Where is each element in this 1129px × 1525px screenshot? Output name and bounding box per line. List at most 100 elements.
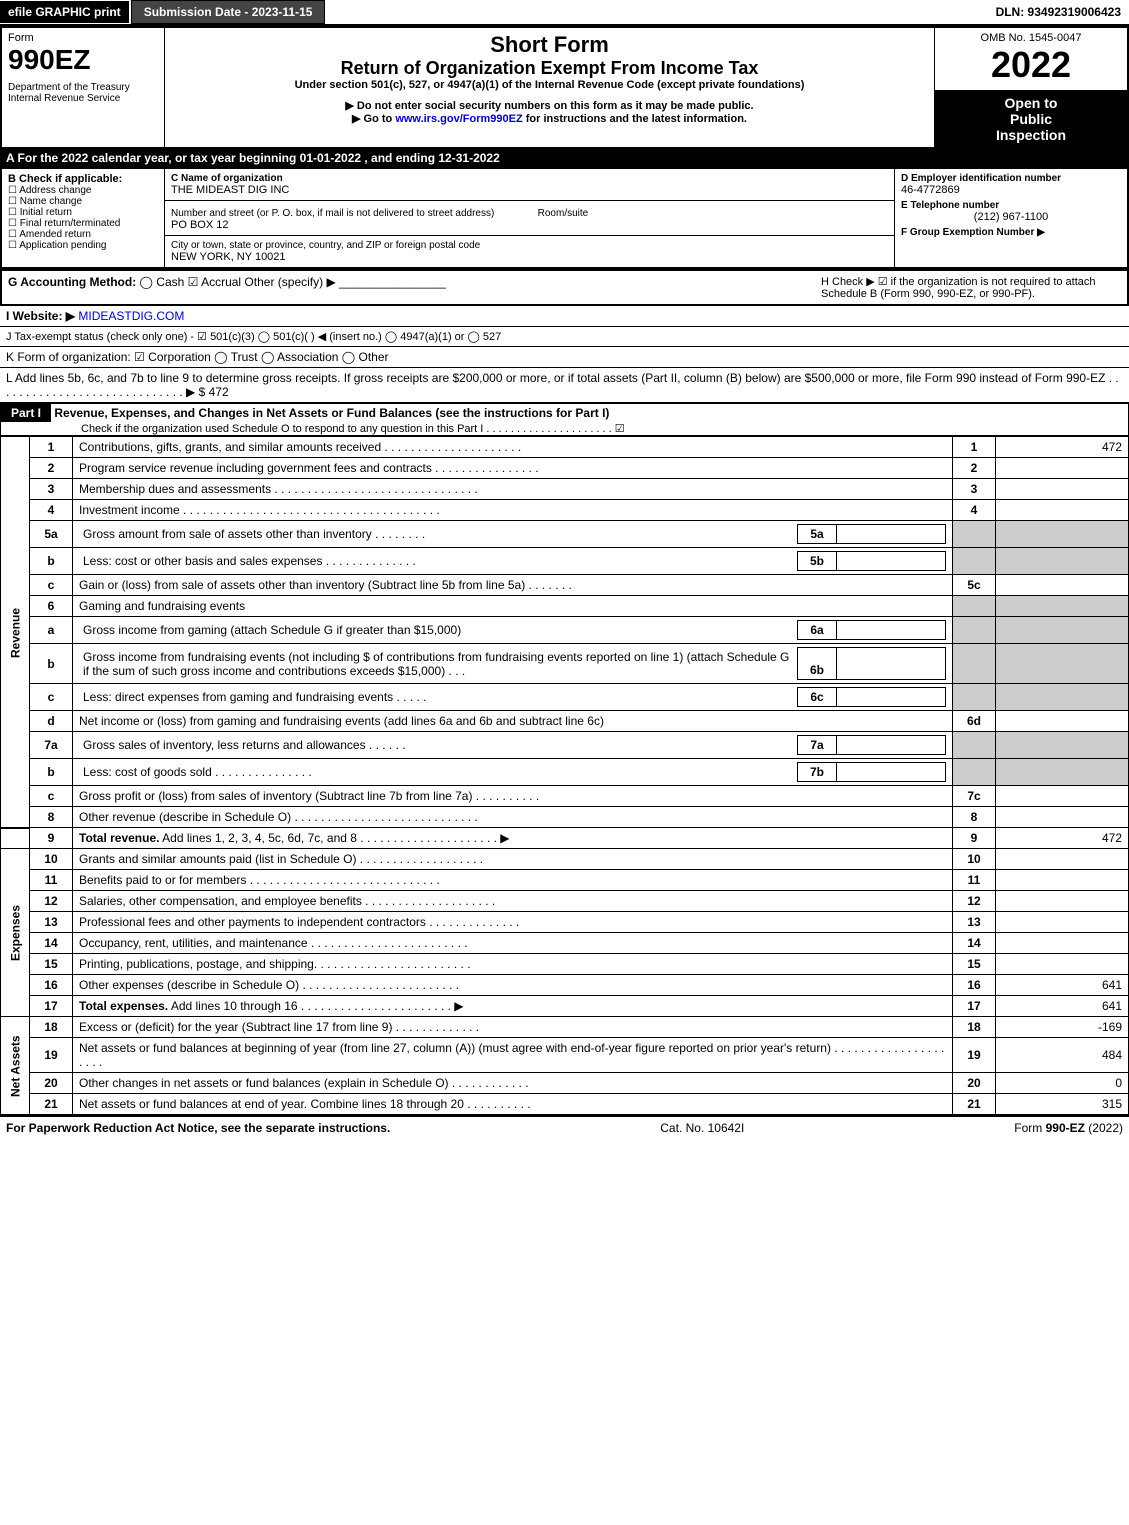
l6b-num: b bbox=[30, 644, 73, 684]
g-opts[interactable]: ◯ Cash ☑ Accrual Other (specify) ▶ bbox=[140, 275, 336, 289]
c-label: C Name of organization bbox=[171, 173, 888, 184]
l5c-num: c bbox=[30, 575, 73, 596]
city: NEW YORK, NY 10021 bbox=[171, 251, 888, 263]
ein: 46-4772869 bbox=[901, 184, 1121, 196]
l17-text: Total expenses. Add lines 10 through 16 … bbox=[73, 996, 953, 1017]
l6b-text: Gross income from fundraising events (no… bbox=[79, 648, 798, 680]
l7c-col: 7c bbox=[953, 786, 996, 807]
l21-amt: 315 bbox=[996, 1094, 1129, 1115]
l15-text: Printing, publications, postage, and shi… bbox=[73, 954, 953, 975]
l18-num: 18 bbox=[30, 1017, 73, 1038]
l3-amt bbox=[996, 479, 1129, 500]
address: PO BOX 12 bbox=[171, 219, 888, 231]
l17-amt: 641 bbox=[996, 996, 1129, 1017]
l16-amt: 641 bbox=[996, 975, 1129, 996]
l15-num: 15 bbox=[30, 954, 73, 975]
l7a-num: 7a bbox=[30, 732, 73, 759]
l19-text: Net assets or fund balances at beginning… bbox=[73, 1038, 953, 1073]
l4-col: 4 bbox=[953, 500, 996, 521]
tax-year: 2022 bbox=[941, 44, 1121, 86]
l19-col: 19 bbox=[953, 1038, 996, 1073]
part-i-heading: Revenue, Expenses, and Changes in Net As… bbox=[54, 406, 609, 420]
l10-text: Grants and similar amounts paid (list in… bbox=[73, 849, 953, 870]
footer-left: For Paperwork Reduction Act Notice, see … bbox=[6, 1121, 390, 1135]
website-link[interactable]: MIDEASTDIG.COM bbox=[78, 309, 184, 323]
l19-amt: 484 bbox=[996, 1038, 1129, 1073]
l5a-num: 5a bbox=[30, 521, 73, 548]
part-i-check: Check if the organization used Schedule … bbox=[1, 422, 1128, 435]
l7a-text: Gross sales of inventory, less returns a… bbox=[79, 736, 798, 755]
irs-link[interactable]: www.irs.gov/Form990EZ bbox=[395, 113, 522, 125]
b-opt-3[interactable]: ☐ Final return/terminated bbox=[8, 218, 158, 229]
l5b-num: b bbox=[30, 548, 73, 575]
l13-col: 13 bbox=[953, 912, 996, 933]
efile-label: efile GRAPHIC print bbox=[0, 1, 129, 23]
l13-text: Professional fees and other payments to … bbox=[73, 912, 953, 933]
l6d-text: Net income or (loss) from gaming and fun… bbox=[73, 711, 953, 732]
goto-link[interactable]: ▶ Go to www.irs.gov/Form990EZ for instru… bbox=[171, 112, 928, 125]
l18-amt: -169 bbox=[996, 1017, 1129, 1038]
l6-text: Gaming and fundraising events bbox=[73, 596, 953, 617]
l19-num: 19 bbox=[30, 1038, 73, 1073]
l15-col: 15 bbox=[953, 954, 996, 975]
l21-num: 21 bbox=[30, 1094, 73, 1115]
l1-amt: 472 bbox=[996, 437, 1129, 458]
l18-col: 18 bbox=[953, 1017, 996, 1038]
b-opt-1[interactable]: ☐ Name change bbox=[8, 196, 158, 207]
l6a-num: a bbox=[30, 617, 73, 644]
line-k: K Form of organization: ☑ Corporation ◯ … bbox=[0, 347, 1129, 368]
l4-num: 4 bbox=[30, 500, 73, 521]
submission-date: Submission Date - 2023-11-15 bbox=[131, 0, 326, 24]
b-opt-2[interactable]: ☐ Initial return bbox=[8, 207, 158, 218]
l13-num: 13 bbox=[30, 912, 73, 933]
l18-text: Excess or (deficit) for the year (Subtra… bbox=[73, 1017, 953, 1038]
form-subtitle: Return of Organization Exempt From Incom… bbox=[171, 58, 928, 79]
l6c-sub: 6c bbox=[798, 688, 837, 707]
l2-num: 2 bbox=[30, 458, 73, 479]
line-l: L Add lines 5b, 6c, and 7b to line 9 to … bbox=[0, 368, 1129, 403]
l6c-cell: Less: direct expenses from gaming and fu… bbox=[73, 684, 953, 711]
omb: OMB No. 1545-0047 bbox=[941, 32, 1121, 44]
l20-col: 20 bbox=[953, 1073, 996, 1094]
l20-num: 20 bbox=[30, 1073, 73, 1094]
l7c-num: c bbox=[30, 786, 73, 807]
b-opt-4[interactable]: ☐ Amended return bbox=[8, 229, 158, 240]
l6d-num: d bbox=[30, 711, 73, 732]
b-opt-0[interactable]: ☐ Address change bbox=[8, 185, 158, 196]
l12-text: Salaries, other compensation, and employ… bbox=[73, 891, 953, 912]
l17-col: 17 bbox=[953, 996, 996, 1017]
l6a-cell: Gross income from gaming (attach Schedul… bbox=[73, 617, 953, 644]
form-number: 990EZ bbox=[8, 44, 158, 76]
l5c-col: 5c bbox=[953, 575, 996, 596]
l7b-sub: 7b bbox=[798, 763, 837, 782]
l16-col: 16 bbox=[953, 975, 996, 996]
insp2: Public bbox=[941, 111, 1121, 127]
l6a-sub: 6a bbox=[798, 621, 837, 640]
org-name: THE MIDEAST DIG INC bbox=[171, 184, 888, 196]
netassets-vlabel: Net Assets bbox=[1, 1017, 30, 1115]
l7a-cell: Gross sales of inventory, less returns a… bbox=[73, 732, 953, 759]
l12-col: 12 bbox=[953, 891, 996, 912]
l5b-text: Less: cost or other basis and sales expe… bbox=[79, 552, 798, 571]
l4-text: Investment income . . . . . . . . . . . … bbox=[73, 500, 953, 521]
l11-col: 11 bbox=[953, 870, 996, 891]
org-info-table: B Check if applicable: ☐ Address change … bbox=[0, 167, 1129, 269]
form-header: Form 990EZ Department of the Treasury In… bbox=[0, 26, 1129, 149]
l8-col: 8 bbox=[953, 807, 996, 828]
l9-col: 9 bbox=[953, 828, 996, 849]
line-j: J Tax-exempt status (check only one) - ☑… bbox=[0, 327, 1129, 347]
b-opt-5[interactable]: ☐ Application pending bbox=[8, 240, 158, 251]
l11-text: Benefits paid to or for members . . . . … bbox=[73, 870, 953, 891]
i-label: I Website: ▶ bbox=[6, 309, 75, 323]
l2-col: 2 bbox=[953, 458, 996, 479]
l3-text: Membership dues and assessments . . . . … bbox=[73, 479, 953, 500]
h-label: H Check ▶ ☑ if the organization is not r… bbox=[821, 275, 1121, 300]
addr-label: Number and street (or P. O. box, if mail… bbox=[171, 208, 494, 219]
l21-text: Net assets or fund balances at end of ye… bbox=[73, 1094, 953, 1115]
form-title: Short Form bbox=[171, 32, 928, 58]
l5a-cell: Gross amount from sale of assets other t… bbox=[73, 521, 953, 548]
footer-mid: Cat. No. 10642I bbox=[660, 1121, 744, 1135]
l5a-grey2 bbox=[996, 521, 1129, 548]
phone: (212) 967-1100 bbox=[901, 211, 1121, 223]
l9-num: 9 bbox=[30, 828, 73, 849]
